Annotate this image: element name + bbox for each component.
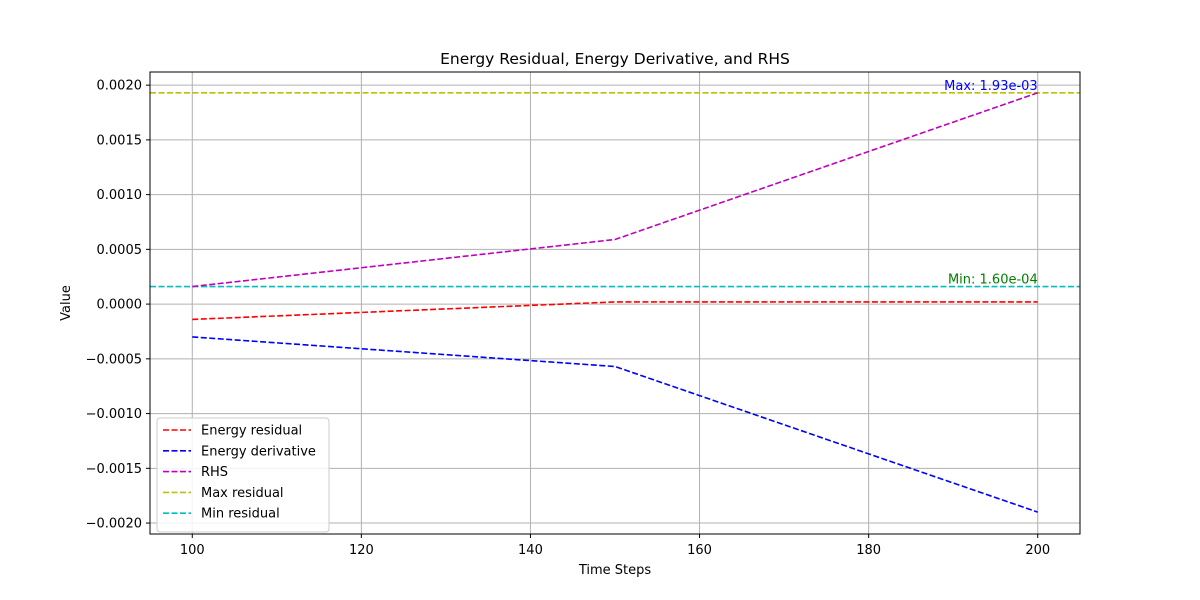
annotation-label: Min: 1.60e-04 (948, 273, 1038, 288)
plot-frame (149, 71, 1081, 535)
legend: Energy residual Energy derivative RHS Max r… (156, 417, 330, 533)
y-tick-label: 0.0015 (97, 133, 143, 148)
x-tick-label: 180 (856, 543, 881, 558)
y-tick-label: −0.0015 (86, 462, 142, 477)
series-line-energy-residual (192, 301, 1038, 321)
reference-lines (150, 92, 1080, 288)
x-axis-label: Time Steps (578, 563, 652, 578)
x-tick-label: 120 (349, 543, 374, 558)
annotation-label: Max: 1.93e-03 (944, 79, 1038, 94)
y-axis-ticks: −0.0020 −0.0015 −0.0010 −0.0005 0.0000 0.0005… (86, 79, 150, 532)
y-tick-label: 0.0000 (97, 298, 143, 313)
legend-label: Energy residual (201, 424, 302, 439)
series-line-energy-derivative (192, 336, 1038, 513)
series-lines (192, 92, 1038, 513)
chart-title: Energy Residual, Energy Derivative, and … (440, 50, 790, 68)
y-tick-label: −0.0010 (86, 407, 142, 422)
y-axis-label: Value (59, 285, 74, 321)
x-tick-label: 200 (1025, 543, 1050, 558)
x-tick-label: 160 (687, 543, 712, 558)
y-tick-label: 0.0005 (97, 243, 143, 258)
x-tick-label: 140 (518, 543, 543, 558)
legend-box (156, 417, 330, 533)
legend-label: Min residual (201, 507, 280, 522)
series-line-rhs (192, 92, 1038, 288)
x-tick-label: 100 (180, 543, 205, 558)
y-tick-label: −0.0005 (86, 352, 142, 367)
y-tick-label: 0.0020 (97, 79, 143, 94)
legend-label: Max residual (201, 486, 284, 501)
y-tick-label: −0.0020 (86, 517, 142, 532)
legend-label: Energy derivative (201, 444, 316, 459)
annotations: Max: 1.93e-03 Min: 1.60e-04 (944, 79, 1038, 288)
x-axis-ticks: 100 120 140 160 180 200 (180, 534, 1050, 558)
y-tick-label: 0.0010 (97, 188, 143, 203)
legend-label: RHS (201, 465, 228, 480)
